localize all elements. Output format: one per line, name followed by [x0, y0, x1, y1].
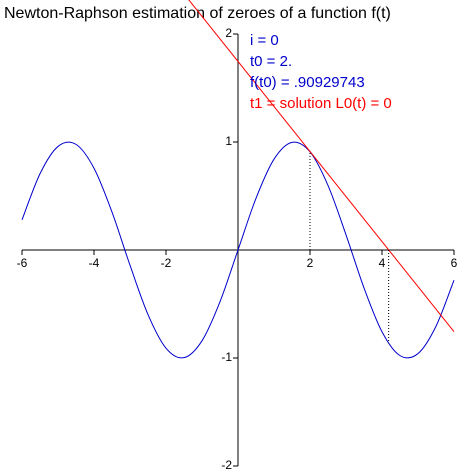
annotation: f(t0) = .90929743 — [250, 74, 365, 91]
x-tick-label: -4 — [89, 256, 100, 270]
series-line — [188, 0, 455, 332]
y-tick-label: 2 — [225, 26, 232, 40]
x-tick-label: -6 — [17, 256, 28, 270]
annotation: t1 = solution L0(t) = 0 — [250, 95, 392, 112]
x-tick-label: 6 — [451, 256, 458, 270]
y-tick-label: -2 — [221, 458, 232, 472]
x-tick-label: -2 — [161, 256, 172, 270]
y-tick-label: 1 — [225, 134, 232, 148]
y-tick-label: -1 — [221, 350, 232, 364]
x-tick-label: 4 — [379, 256, 386, 270]
annotation: i = 0 — [250, 32, 279, 49]
x-tick-label: 2 — [307, 256, 314, 270]
series-line — [21, 141, 455, 359]
chart-title: Newton-Raphson estimation of zeroes of a… — [4, 5, 391, 22]
annotation: t0 = 2. — [250, 53, 292, 70]
